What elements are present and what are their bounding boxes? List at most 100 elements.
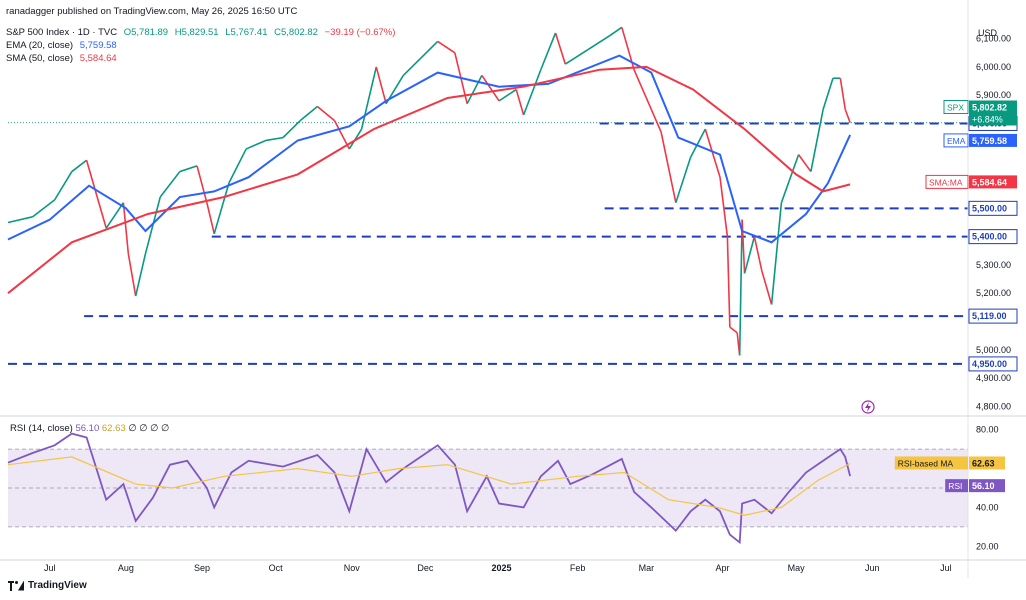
price-segment <box>704 128 721 178</box>
series-tag-name: EMA <box>947 136 966 146</box>
rsi-ma-line <box>7 456 851 516</box>
price-segment <box>719 177 729 237</box>
rsi-tag-name: RSI <box>948 481 962 491</box>
price-tick-label: 4,800.00 <box>976 401 1011 411</box>
price-segment <box>515 89 525 116</box>
price-segment <box>609 26 623 37</box>
series-tag-name: SMA:MA <box>929 177 963 187</box>
time-tick-label: Jun <box>865 563 880 573</box>
price-segment <box>797 154 812 173</box>
series-tag-value: 5,584.64 <box>972 177 1007 187</box>
time-tick-label: Sep <box>194 563 210 573</box>
rsi-tag-value-box <box>969 479 1005 493</box>
price-segment <box>633 69 653 110</box>
price-pane <box>7 26 968 414</box>
rsi-tag-name: RSI-based MA <box>898 458 954 468</box>
ohlc-high: H5,829.51 <box>174 27 219 38</box>
price-tick-label: 6,000.00 <box>976 62 1011 72</box>
series-tag-name: SPX <box>947 102 964 112</box>
ohlc-low: L5,767.41 <box>225 27 268 38</box>
price-segment <box>839 78 847 110</box>
price-segment <box>144 196 161 254</box>
price-segment <box>780 154 800 203</box>
price-segment <box>265 136 284 142</box>
price-segment <box>760 270 773 305</box>
ema-value: 5,759.58 <box>79 40 117 51</box>
price-segment <box>159 171 181 198</box>
tradingview-logo-icon <box>8 580 24 591</box>
sma-value: 5,584.64 <box>79 53 117 64</box>
rsi-extra: ∅ ∅ ∅ ∅ <box>128 423 170 434</box>
price-segment <box>85 160 107 229</box>
price-segment <box>564 49 588 65</box>
price-segment <box>675 157 692 203</box>
rsi-tag-name-box <box>894 456 968 470</box>
series-tag-sub: +6.84% <box>972 114 1003 124</box>
lightning-icon-glyph <box>865 402 871 412</box>
price-segment <box>228 148 247 184</box>
price-segment <box>822 77 834 110</box>
series-tag-value-box <box>969 175 1017 189</box>
price-segment <box>282 120 301 139</box>
level-tag <box>968 308 1018 324</box>
price-segment <box>53 171 73 201</box>
price-segment <box>134 253 147 297</box>
level-tag <box>968 200 1018 216</box>
price-tick-label: 5,900.00 <box>976 90 1011 100</box>
price-segment <box>587 35 610 51</box>
ema-line <box>7 54 852 244</box>
time-tick-label: Oct <box>269 563 284 573</box>
price-tick-label: 4,900.00 <box>976 373 1011 383</box>
price-segment <box>402 57 422 76</box>
time-tick-label: Nov <box>344 563 361 573</box>
time-tick-label: Jul <box>44 563 56 573</box>
symbol-line: S&P 500 Index · 1D · TVC O5,781.89 H5,82… <box>6 27 399 38</box>
price-segment <box>71 159 88 173</box>
rsi-ma-value: 62.63 <box>101 423 126 434</box>
price-segment <box>660 131 677 203</box>
time-tick-label: 2025 <box>491 563 511 573</box>
price-segment <box>689 128 706 158</box>
price-segment <box>753 236 763 271</box>
level-tag <box>968 356 1018 372</box>
price-segment <box>540 32 557 71</box>
price-segment <box>360 66 378 130</box>
publisher-line: ranadagger published on TradingView.com,… <box>6 6 298 17</box>
level-tag-label: 5,119.00 <box>972 311 1007 321</box>
price-segment <box>437 40 456 54</box>
price-segment <box>32 199 56 218</box>
footer-brand[interactable]: TradingView <box>8 580 87 591</box>
series-tag-name-box <box>925 174 969 189</box>
footer-brand-text: TradingView <box>28 580 87 591</box>
price-segment <box>245 139 267 150</box>
price-segment <box>498 88 517 102</box>
ohlc-open: O5,781.89 <box>123 27 169 38</box>
rsi-tick-label: 40.00 <box>976 502 999 512</box>
time-tick-label: Aug <box>118 563 134 573</box>
series-tag-value: 5,759.58 <box>972 136 1007 146</box>
price-tick-label: 5,300.00 <box>976 260 1011 270</box>
rsi-tag-value: 62.63 <box>972 458 995 468</box>
price-segment <box>522 69 542 116</box>
sma-line <box>7 65 851 294</box>
time-tick-label: Mar <box>639 563 655 573</box>
lightning-icon <box>861 400 875 414</box>
price-segment <box>196 165 208 203</box>
ema-label: EMA (20, close) <box>6 40 74 51</box>
price-segment <box>466 75 483 105</box>
sma-legend: SMA (50, close) 5,584.64 <box>6 53 121 64</box>
rsi-pane <box>7 432 968 545</box>
price-tick-label: 5,200.00 <box>976 288 1011 298</box>
price-segment <box>206 202 216 234</box>
price-segment <box>729 326 738 334</box>
time-tick-label: Dec <box>417 563 434 573</box>
series-tag-value-box <box>969 133 1017 147</box>
time-tick-label: May <box>788 563 806 573</box>
price-tick-label: 6,100.00 <box>976 34 1011 44</box>
price-segment <box>213 182 230 235</box>
rsi-tick-label: 80.00 <box>976 425 999 435</box>
price-segment <box>316 105 336 122</box>
ema-legend: EMA (20, close) 5,759.58 <box>6 40 121 51</box>
level-tag-label: 5,400.00 <box>972 232 1007 242</box>
